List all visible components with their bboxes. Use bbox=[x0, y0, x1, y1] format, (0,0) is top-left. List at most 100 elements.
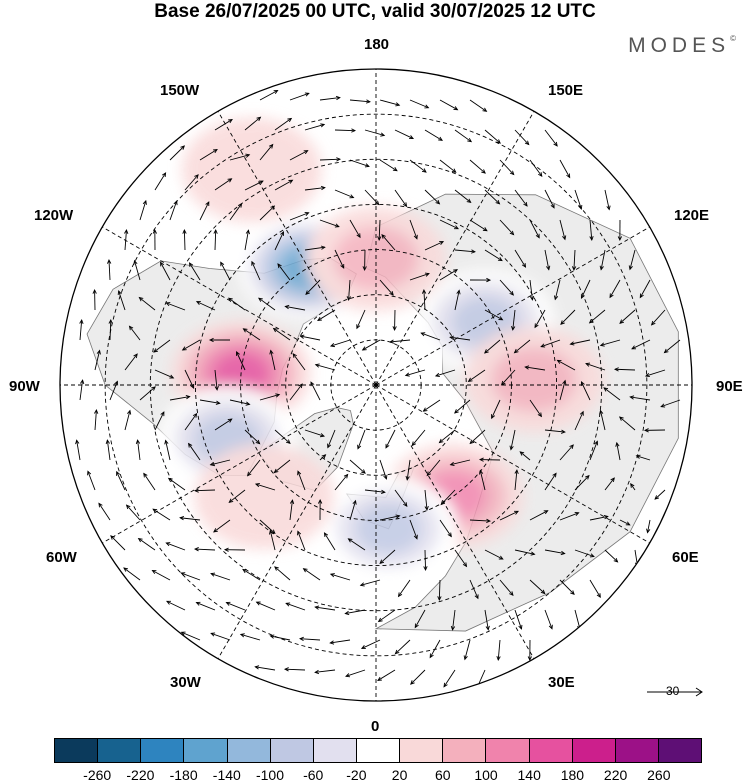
wind-arrow bbox=[529, 219, 540, 238]
wind-arrowhead bbox=[285, 439, 291, 444]
wind-arrow bbox=[214, 229, 217, 251]
wind-arrowhead bbox=[298, 383, 303, 389]
wind-arrow bbox=[289, 212, 309, 221]
wind-arrowhead bbox=[329, 573, 335, 578]
wind-arrowhead bbox=[509, 591, 514, 597]
wind-arrowhead bbox=[192, 412, 198, 418]
meridian-line bbox=[102, 226, 377, 386]
wind-arrow bbox=[79, 320, 83, 341]
wind-arrowhead bbox=[245, 401, 251, 406]
colorbar-segment bbox=[400, 739, 444, 762]
lon-label-90w: 90W bbox=[9, 378, 40, 395]
wind-arrow bbox=[289, 92, 310, 101]
wind-arrow bbox=[510, 429, 516, 450]
wind-arrow bbox=[116, 471, 126, 491]
wind-arrowhead bbox=[349, 194, 355, 199]
lon-label-30w: 30W bbox=[170, 674, 201, 691]
wind-arrowhead bbox=[643, 428, 649, 433]
wind-arrowhead bbox=[179, 515, 185, 521]
wind-arrow bbox=[251, 261, 261, 281]
wind-arrowhead bbox=[548, 624, 553, 630]
wind-arrowhead bbox=[469, 439, 475, 445]
wind-arrowhead bbox=[274, 566, 279, 571]
wind-arrowhead bbox=[272, 327, 278, 333]
meridian-line bbox=[375, 384, 650, 544]
wind-arrowhead bbox=[361, 469, 366, 474]
wind-arrowhead bbox=[514, 469, 519, 475]
wind-arrowhead bbox=[116, 470, 121, 476]
colorbar-segment bbox=[184, 739, 228, 762]
wind-arrow bbox=[424, 489, 428, 510]
colorbar-segment bbox=[55, 739, 99, 762]
wind-arrow bbox=[327, 429, 336, 448]
wind-arrowhead bbox=[654, 495, 660, 500]
wind-arrow bbox=[184, 174, 199, 191]
wind-arrowhead bbox=[360, 645, 366, 649]
wind-arrow bbox=[270, 350, 276, 371]
wind-arrowhead bbox=[498, 316, 504, 321]
wind-arrow bbox=[330, 339, 351, 347]
wind-arrowhead bbox=[527, 656, 532, 662]
wind-arrow bbox=[479, 470, 486, 491]
wind-arrow bbox=[647, 519, 651, 533]
wind-arrowhead bbox=[188, 442, 193, 448]
wind-arrow bbox=[423, 399, 441, 412]
wind-arrowhead bbox=[389, 291, 394, 296]
wind-arrowhead bbox=[438, 438, 444, 444]
wind-arrow bbox=[317, 309, 336, 321]
wind-arrowhead bbox=[562, 379, 567, 385]
wind-arrowhead bbox=[570, 590, 575, 595]
wind-arrow bbox=[259, 144, 274, 161]
wind-arrowhead bbox=[245, 153, 251, 158]
wind-arrowhead bbox=[449, 335, 455, 340]
wind-arrow bbox=[619, 309, 636, 324]
wind-arrowhead bbox=[650, 320, 656, 326]
wind-arrowhead bbox=[429, 653, 434, 659]
wind-arrowhead bbox=[269, 634, 275, 639]
wind-arrow bbox=[76, 440, 81, 461]
wind-arrowhead bbox=[258, 180, 264, 185]
wind-arrow bbox=[589, 441, 598, 461]
wind-arrowhead bbox=[495, 199, 501, 205]
wind-arrow bbox=[574, 189, 582, 210]
wind-arrow bbox=[199, 399, 220, 404]
wind-arrow bbox=[166, 302, 186, 311]
wind-arrow bbox=[138, 538, 156, 551]
wind-arrow bbox=[289, 383, 303, 401]
wind-arrow bbox=[534, 309, 546, 328]
wind-arrow bbox=[349, 99, 370, 103]
wind-arrow bbox=[409, 519, 418, 539]
wind-arrowhead bbox=[138, 296, 144, 302]
wind-arrow bbox=[424, 189, 440, 205]
wind-arrow bbox=[319, 219, 340, 228]
wind-arrow bbox=[334, 249, 345, 269]
wind-arrowhead bbox=[560, 429, 566, 434]
wind-arrow bbox=[134, 260, 141, 281]
wind-arrow bbox=[604, 477, 615, 491]
colorbar-segment bbox=[572, 739, 616, 762]
wind-arrowhead bbox=[630, 482, 635, 488]
wind-arrowhead bbox=[273, 90, 279, 95]
wind-arrow bbox=[525, 366, 546, 371]
wind-arrowhead bbox=[352, 499, 357, 505]
wind-arrowhead bbox=[560, 550, 566, 556]
wind-arrow bbox=[364, 489, 385, 493]
anomaly-contour bbox=[355, 503, 422, 554]
wind-arrow bbox=[381, 234, 396, 251]
wind-arrowhead bbox=[482, 227, 488, 232]
wind-arrow bbox=[315, 364, 336, 371]
wind-arrow bbox=[616, 442, 621, 461]
wind-arrow bbox=[394, 129, 414, 139]
wind-arrowhead bbox=[275, 393, 281, 398]
graticule bbox=[60, 69, 692, 701]
wind-arrow bbox=[557, 359, 576, 371]
wind-arrow bbox=[544, 549, 565, 555]
wind-arrow bbox=[229, 203, 242, 221]
wind-arrow bbox=[214, 418, 232, 431]
wind-arrowhead bbox=[523, 201, 528, 207]
wind-arrowhead bbox=[245, 229, 250, 235]
wind-arrow bbox=[630, 483, 636, 491]
wind-arrow bbox=[289, 150, 308, 161]
wind-arrowhead bbox=[426, 471, 432, 477]
wind-arrowhead bbox=[105, 439, 110, 445]
